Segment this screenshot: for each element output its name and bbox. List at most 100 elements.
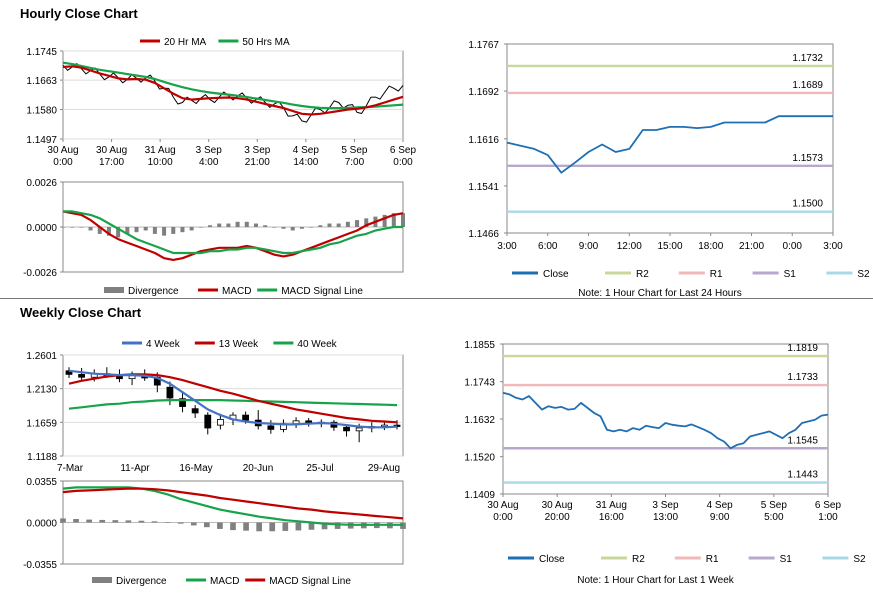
y-tick-label: 1.1663 [26,76,57,87]
x-tick-label: 15:00 [657,241,682,252]
divergence-bar [230,522,236,531]
legend-label: S2 [857,269,870,280]
x-tick-label: 20-Jun [243,463,274,474]
legend-label: MACD [210,576,239,587]
divergence-bar [382,214,387,227]
legend-label: Close [543,269,569,280]
y-tick-label: 0.0000 [26,223,57,234]
legend-label: 4 Week [146,339,181,350]
x-tick-label: 9:00 [579,241,599,252]
divergence-bar [143,227,148,231]
y-tick-label: -0.0355 [23,560,57,571]
divergence-bar [125,227,130,234]
legend-label: MACD Signal Line [269,576,351,587]
divergence-bar [226,223,231,227]
x-tick-label: 31 Aug [596,500,627,511]
y-tick-label: 1.1745 [26,47,57,58]
legend-label: R2 [636,269,649,280]
divergence-bar [334,522,341,529]
candle-body [355,427,363,432]
candle-body [242,414,250,421]
divergence-bar [282,522,289,531]
divergence-bar [164,522,171,523]
x-tick-label: 0:00 [393,157,413,168]
x-tick-label: 11-Apr [120,463,150,474]
divergence-bar [308,522,315,530]
candle-body [78,373,86,378]
divergence-bar [177,522,184,524]
candle-body [65,370,73,375]
hourly-section-title: Hourly Close Chart [20,6,138,21]
divergence-bar [106,227,111,236]
divergence-bar [345,221,350,227]
divergence-bar [116,227,121,238]
divergence-bar [217,223,222,227]
x-tick-label: 0:00 [493,512,513,523]
x-tick-label: 12:00 [617,241,642,252]
x-tick-label: 5 Sep [761,500,788,511]
y-tick-label: 1.1520 [464,453,495,464]
divergence-bar [327,223,332,227]
y-tick-label: 1.2130 [26,385,57,396]
macd-signal-line [63,210,403,255]
candle-body [179,398,186,407]
divergence-bar [269,522,276,532]
x-tick-label: 3 Sep [652,500,679,511]
legend-label: Close [539,554,565,565]
legend-label: S1 [780,554,793,565]
divergence-bar [318,225,323,227]
legend-label: R1 [706,554,719,565]
x-tick-label: 0:00 [53,157,73,168]
legend-label: MACD Signal Line [281,286,363,297]
ma20-line [62,65,404,116]
x-tick-label: 25-Jul [306,463,333,474]
y-tick-label: 1.1659 [26,418,57,429]
divergence-bar [364,218,369,227]
divergence-bar [70,227,75,228]
x-tick-label: 7-Mar [57,463,84,474]
divergence-bar [171,227,176,234]
candle-body [166,386,174,399]
divergence-bar [86,519,92,523]
x-tick-label: 30 Aug [542,500,573,511]
y-tick-label: 1.1497 [26,135,57,146]
divergence-bar [309,227,314,228]
y-tick-label: 1.1767 [468,40,499,51]
level-label: 1.1443 [787,470,818,481]
divergence-bar [97,227,102,234]
week4-line [68,369,398,429]
x-tick-label: 10:00 [148,157,173,168]
candle-body [216,419,224,426]
plot-frame [506,43,834,234]
divergence-bar [60,518,66,523]
divergence-bar [151,521,158,523]
x-tick-label: 3 Sep [196,145,223,156]
legend-label: 50 Hrs MA [242,37,290,48]
y-tick-label: 1.1466 [468,229,499,240]
x-tick-label: 21:00 [245,157,270,168]
divergence-bar [391,213,396,227]
divergence-bar [290,227,295,231]
x-tick-label: 5 Sep [341,145,368,156]
x-tick-label: 30 Aug [96,145,127,156]
x-tick-label: 6:00 [538,241,558,252]
x-tick-label: 9:00 [710,512,730,523]
x-tick-label: 14:00 [293,157,318,168]
candle-body [343,426,350,432]
divergence-bar [99,519,106,523]
x-tick-label: 29-Aug [368,463,400,474]
level-label: 1.1689 [792,80,823,91]
divergence-bar [190,522,197,526]
level-label: 1.1573 [792,153,823,164]
x-tick-label: 5:00 [764,512,784,523]
y-tick-label: 1.1188 [27,452,57,463]
divergence-bar [112,520,119,523]
x-tick-label: 16-May [179,463,212,474]
divergence-bar [299,227,304,229]
plot-frame [502,343,829,495]
divergence-bar [125,520,132,523]
x-tick-label: 16:00 [599,512,624,523]
divergence-bar [253,223,258,227]
legend-label: R2 [632,554,645,565]
y-tick-label: 1.1409 [464,490,495,501]
